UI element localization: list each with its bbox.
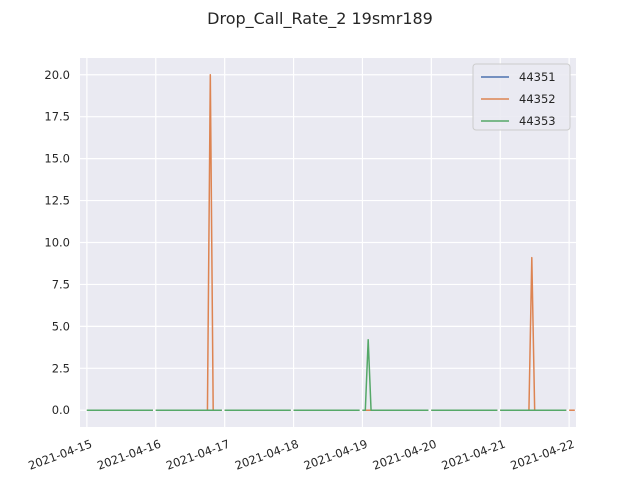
y-tick-label: 5.0 — [52, 319, 70, 333]
y-tick-label: 7.5 — [52, 277, 70, 291]
legend-box — [472, 63, 571, 131]
x-tick-label: 2021-04-18 — [233, 437, 301, 473]
legend-label: 44353 — [519, 114, 556, 128]
x-tick-label: 2021-04-17 — [164, 437, 232, 473]
series-line-44353 — [362, 339, 429, 411]
legend-label: 44351 — [519, 70, 556, 84]
series-44353 — [86, 339, 567, 411]
y-tick-label: 0.0 — [52, 403, 70, 417]
x-tick-label: 2021-04-15 — [26, 437, 94, 473]
y-tick-label: 2.5 — [52, 361, 70, 375]
y-tick-label: 20.0 — [44, 68, 70, 82]
x-tick-label: 2021-04-16 — [95, 437, 163, 473]
x-tick-label: 2021-04-20 — [371, 437, 439, 473]
legend: 44351 44352 44353 — [472, 63, 571, 131]
x-axis: 2021-04-15 2021-04-16 2021-04-17 2021-04-18… — [26, 437, 576, 473]
x-tick-label: 2021-04-22 — [509, 437, 577, 473]
series-layer — [86, 74, 575, 411]
y-tick-label: 10.0 — [44, 236, 70, 250]
y-tick-label: 12.5 — [44, 194, 70, 208]
y-axis: 0.0 2.5 5.0 7.5 10.0 12.5 15.0 17.5 20.0 — [44, 68, 70, 417]
y-tick-label: 15.0 — [44, 152, 70, 166]
grid-lines — [80, 58, 576, 427]
x-tick-label: 2021-04-21 — [440, 437, 508, 473]
y-tick-label: 17.5 — [44, 110, 70, 124]
legend-label: 44352 — [519, 92, 556, 106]
x-tick-label: 2021-04-19 — [302, 437, 370, 473]
chart-title: Drop_Call_Rate_2 19smr189 — [207, 9, 433, 29]
